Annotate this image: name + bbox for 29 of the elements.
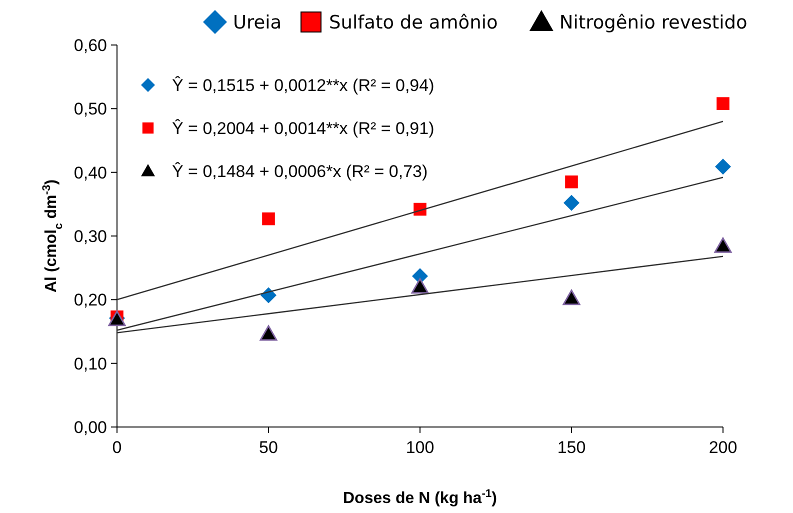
x-tick-label: 0: [112, 438, 122, 457]
legend-label: Ureia: [233, 12, 282, 34]
point: [562, 290, 580, 306]
annotation: Ŷ = 0,1515 + 0,0012**x (R² = 0,94): [172, 76, 434, 95]
point: [565, 175, 578, 188]
point: [716, 97, 730, 110]
legend-label: Nitrogênio revestido: [559, 12, 748, 34]
point: [715, 158, 731, 175]
point: [714, 237, 732, 253]
point: [260, 325, 278, 341]
x-axis-title: Doses de N (kg ha$^{-1}$): [343, 488, 497, 507]
line-series: [116, 120, 724, 300]
legend-label: Sulfato de amônio: [329, 12, 498, 34]
y-tick-label: 0,40: [74, 163, 107, 182]
x-tick-label: 200: [708, 438, 738, 457]
y-tick-label: 0,50: [74, 100, 107, 119]
point: [411, 278, 429, 294]
y-tick-label: 0,20: [74, 290, 107, 310]
y-tick-label: 0,30: [74, 226, 107, 246]
x-tick-label: 50: [259, 438, 278, 457]
y-tick-label: 0,60: [74, 36, 107, 55]
x-tick-label: 150: [557, 438, 586, 457]
y-tick-label: 0,00: [74, 418, 107, 437]
y-tick-label: 0,10: [74, 354, 107, 374]
annotation: Ŷ = 0,1484 + 0,0006*x (R² = 0,73): [172, 162, 428, 181]
point: [564, 194, 580, 211]
x-tick-label: 100: [406, 438, 434, 457]
point: [262, 212, 275, 226]
annotation: Ŷ = 0,2004 + 0,0014**x (R² = 0,91): [172, 118, 434, 138]
